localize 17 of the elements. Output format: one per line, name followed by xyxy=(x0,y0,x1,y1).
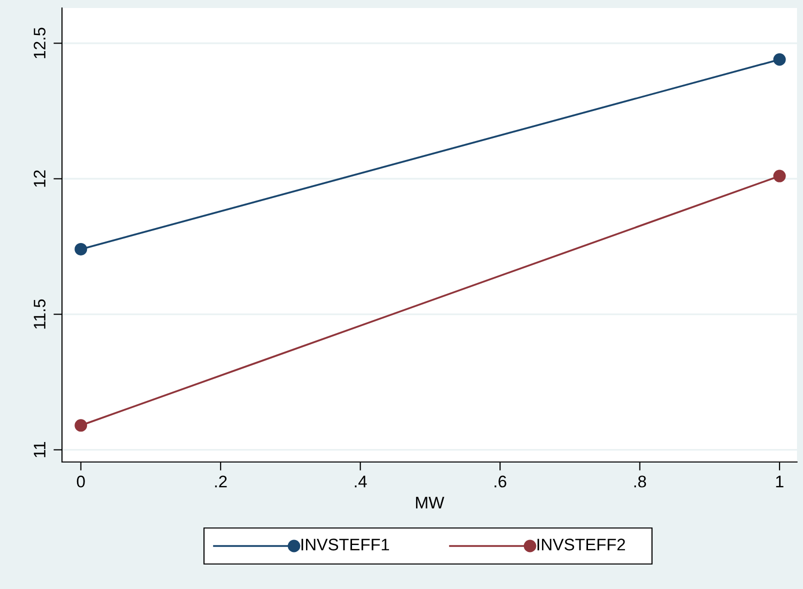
x-tick-label: .4 xyxy=(354,476,367,488)
legend-label: INVSTEFF1 xyxy=(302,538,390,550)
x-tick-label: 1 xyxy=(776,476,784,488)
x-axis-title: MW xyxy=(416,496,444,508)
point xyxy=(74,242,88,256)
x-tick-label: .6 xyxy=(494,476,506,488)
point xyxy=(74,419,88,432)
y-tick-label: 11.5 xyxy=(34,299,46,329)
point xyxy=(773,53,786,66)
point xyxy=(773,170,786,182)
y-tick-label: 12 xyxy=(34,170,46,187)
legend-label: INVSTEFF2 xyxy=(538,538,625,550)
x-tick-label: .8 xyxy=(634,476,646,488)
x-tick-label: .2 xyxy=(215,476,227,488)
y-tick-label: 12.5 xyxy=(34,28,46,58)
x-tick-label: 0 xyxy=(76,476,85,488)
y-tick-label: 11 xyxy=(34,442,46,458)
